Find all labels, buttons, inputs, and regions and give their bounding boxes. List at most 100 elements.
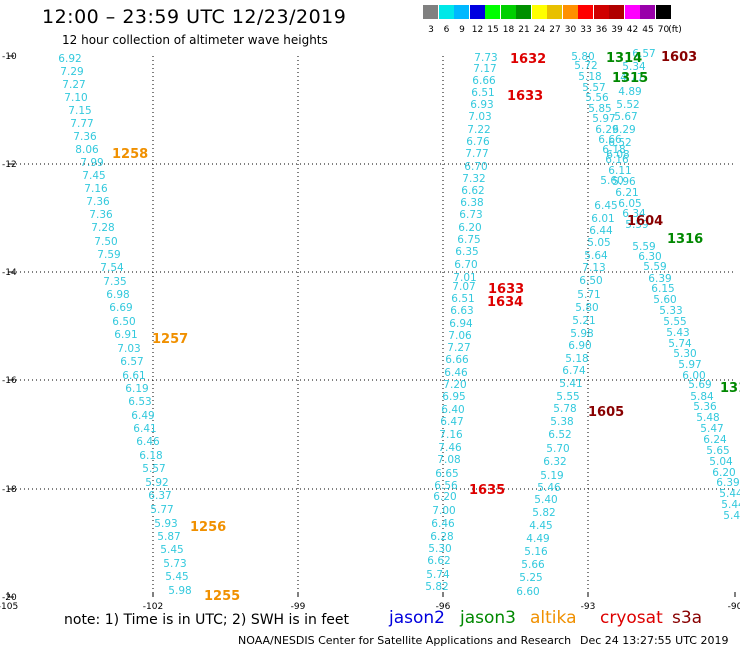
legend-label: 18 (502, 25, 515, 35)
swh-value-label: 5.41 (559, 378, 582, 390)
swh-value-label: 5.96 (612, 176, 636, 188)
swh-value-label: 7.00 (432, 505, 455, 517)
legend-swatch (640, 5, 655, 19)
swh-value-label: 6.69 (109, 302, 132, 314)
swh-value-label: 5.44 (721, 499, 740, 511)
swh-value-label: 5.85 (588, 103, 611, 115)
swh-value-label: 7.22 (467, 124, 490, 136)
swh-value-label: 5.71 (577, 289, 600, 301)
swh-value-label: 7.16 (439, 429, 463, 441)
swh-value-label: 5.98 (570, 328, 593, 340)
swh-value-label: 5.52 (616, 99, 639, 111)
swh-value-label: 7.32 (462, 173, 485, 185)
swh-value-label: 7.13 (582, 262, 605, 274)
swh-value-label: 6.24 (703, 434, 727, 446)
swh-value-label: 6.16 (605, 154, 629, 166)
swh-value-label: 7.08 (437, 454, 460, 466)
swh-value-label: 6.46 (444, 367, 468, 379)
swh-value-label: 6.35 (455, 246, 478, 258)
swh-value-label: 6.51 (451, 293, 474, 305)
swh-value-label: 5.57 (582, 82, 605, 94)
swh-value-label: 6.76 (466, 136, 490, 148)
swh-value-label: 5.82 (425, 581, 448, 593)
swh-value-label: 6.08 (606, 149, 629, 161)
page-title: 12:00 – 23:59 UTC 12/23/2019 (42, 6, 347, 28)
swh-value-label: 5.46 (537, 482, 561, 494)
swh-value-label: 5.69 (688, 379, 711, 391)
swh-value-label: 6.95 (442, 391, 465, 403)
swh-value-label: 6.51 (471, 87, 494, 99)
swh-value-label: 7.73 (474, 52, 497, 64)
swh-value-label: 6.53 (128, 396, 151, 408)
track-id-label-s3a: 1603 (661, 50, 697, 65)
swh-value-label: 5.59 (625, 219, 648, 231)
swh-value-label: 8.06 (75, 144, 99, 156)
swh-value-label: 5.55 (663, 316, 686, 328)
swh-value-label: 6.66 (598, 134, 622, 146)
swh-value-label: 7.28 (91, 222, 114, 234)
swh-value-label: 5.43 (666, 327, 689, 339)
swh-value-label: 6.90 (568, 340, 591, 352)
swh-value-label: 5.18 (565, 353, 588, 365)
legend-swatch (655, 5, 671, 19)
track-id-label-s3a: 1605 (588, 405, 624, 420)
legend-label: 27 (549, 25, 561, 35)
satellite-legend-cryosat: cryosat (600, 608, 663, 628)
swh-value-label: 7.36 (73, 131, 97, 143)
swh-value-label: 6.15 (651, 283, 674, 295)
swh-value-label: 5.74 (426, 569, 450, 581)
swh-value-label: 7.77 (70, 118, 93, 130)
swh-value-label: 5.74 (668, 338, 692, 350)
track-id-label-cryosat: 1635 (469, 483, 505, 498)
swh-value-label: 5.59 (632, 241, 655, 253)
swh-value-label: 5.56 (585, 92, 609, 104)
legend-label: 24 (533, 25, 546, 35)
page-subtitle: 12 hour collection of altimeter wave hei… (62, 33, 328, 47)
swh-value-label: 7.35 (103, 276, 126, 288)
legend-swatch (547, 5, 562, 19)
credit-text: NOAA/NESDIS Center for Satellite Applica… (238, 634, 572, 647)
longitude-tick-label: -90 (728, 602, 740, 612)
swh-value-label: 5.65 (706, 445, 729, 457)
track-id-label-altika: 1258 (112, 147, 148, 162)
legend-swatch (469, 5, 485, 19)
swh-value-label: 6.70 (464, 161, 487, 173)
legend-label: 21 (518, 25, 530, 35)
swh-value-layer: 6.927.297.277.107.157.777.368.067.997.45… (58, 48, 740, 598)
swh-value-label: 5.48 (696, 412, 719, 424)
swh-value-label: 7.36 (89, 209, 113, 221)
swh-value-label: 7.15 (68, 105, 91, 117)
swh-value-label: 6.44 (589, 225, 613, 237)
swh-value-label: 5.16 (524, 546, 548, 558)
swh-value-label: 7.77 (465, 148, 488, 160)
swh-value-label: 6.20 (458, 222, 481, 234)
swh-value-label: 4.77 (620, 72, 643, 84)
swh-value-label: 6.62 (461, 185, 484, 197)
track-id-label-cryosat: 1633 (488, 282, 524, 297)
track-id-label-cryosat: 1634 (487, 295, 523, 310)
swh-value-label: 5.25 (519, 572, 542, 584)
swh-value-label: 7.07 (452, 281, 475, 293)
swh-value-label: 6.98 (106, 289, 129, 301)
swh-value-label: 5.80 (571, 51, 594, 63)
swh-value-label: 5.60 (653, 294, 676, 306)
swh-value-label: 6.11 (608, 165, 631, 177)
swh-value-label: 7.17 (473, 63, 496, 75)
swh-value-label: 5.64 (584, 250, 608, 262)
latitude-tick-label: -12 (2, 160, 17, 170)
latitude-tick-label: -14 (2, 268, 17, 278)
swh-value-label: 5.93 (154, 518, 177, 530)
swh-value-label: 6.32 (543, 456, 566, 468)
legend-label: 45 (642, 25, 654, 35)
swh-value-label: 7.46 (438, 442, 462, 454)
swh-value-label: 6.52 (548, 429, 571, 441)
swh-value-label: 6.56 (434, 480, 458, 492)
track-id-label-jason3: 1314 (606, 51, 642, 66)
swh-value-label: 6.18 (139, 450, 162, 462)
swh-value-label: 7.10 (64, 92, 87, 104)
track-id-label-cryosat: 1633 (507, 89, 543, 104)
swh-value-label: 6.39 (716, 477, 739, 489)
longitude-tick-label: -96 (436, 602, 451, 612)
swh-value-label: 5.05 (587, 237, 610, 249)
swh-value-label: 5.30 (428, 543, 451, 555)
